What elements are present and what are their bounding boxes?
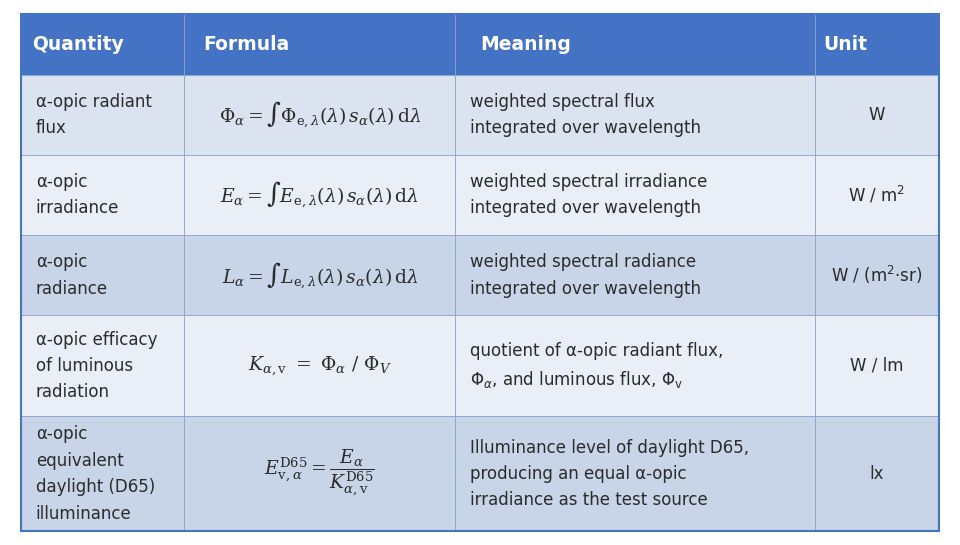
- Text: α-opic
radiance: α-opic radiance: [36, 253, 108, 298]
- Bar: [815, 155, 939, 235]
- Bar: [455, 316, 815, 416]
- Bar: [21, 155, 184, 235]
- Bar: [455, 75, 815, 155]
- Text: Meaning: Meaning: [480, 35, 571, 53]
- Text: $E^{\mathrm{D65}}_{\mathrm{v},\alpha} = \dfrac{E_{\alpha}}{K^{\mathrm{D65}}_{\al: $E^{\mathrm{D65}}_{\mathrm{v},\alpha} = …: [264, 449, 375, 499]
- Text: Unit: Unit: [824, 35, 868, 53]
- Bar: [455, 235, 815, 316]
- Text: Quantity: Quantity: [33, 35, 124, 53]
- Text: $\Phi_{\alpha} = \int \Phi_{\mathrm{e},\lambda}(\lambda)\, s_{\alpha}(\lambda)\,: $\Phi_{\alpha} = \int \Phi_{\mathrm{e},\…: [219, 100, 421, 130]
- Bar: [21, 14, 184, 75]
- Text: weighted spectral radiance
integrated over wavelength: weighted spectral radiance integrated ov…: [469, 253, 701, 298]
- Text: weighted spectral flux
integrated over wavelength: weighted spectral flux integrated over w…: [469, 93, 701, 137]
- Bar: [184, 155, 455, 235]
- Bar: [455, 14, 815, 75]
- Bar: [21, 416, 184, 531]
- Text: α-opic
equivalent
daylight (D65)
illuminance: α-opic equivalent daylight (D65) illumin…: [36, 425, 156, 523]
- Text: α-opic radiant
flux: α-opic radiant flux: [36, 93, 152, 137]
- Text: W / lm: W / lm: [851, 357, 903, 375]
- Text: quotient of α-opic radiant flux,
$\Phi_{\alpha}$, and luminous flux, $\Phi_{\mat: quotient of α-opic radiant flux, $\Phi_{…: [469, 342, 723, 390]
- Bar: [21, 235, 184, 316]
- Text: lx: lx: [870, 465, 884, 483]
- Bar: [815, 316, 939, 416]
- Text: W: W: [869, 106, 885, 124]
- Bar: [815, 75, 939, 155]
- Text: $E_{\alpha} = \int E_{\mathrm{e},\lambda}(\lambda)\, s_{\alpha}(\lambda)\, \math: $E_{\alpha} = \int E_{\mathrm{e},\lambda…: [221, 180, 420, 210]
- Bar: [455, 416, 815, 531]
- Text: weighted spectral irradiance
integrated over wavelength: weighted spectral irradiance integrated …: [469, 173, 707, 217]
- Bar: [184, 316, 455, 416]
- Bar: [815, 416, 939, 531]
- Bar: [21, 75, 184, 155]
- Text: $K_{\alpha,\mathrm{v}} \ = \ \Phi_{\alpha} \ / \ \Phi_{V}$: $K_{\alpha,\mathrm{v}} \ = \ \Phi_{\alph…: [248, 354, 392, 378]
- Bar: [21, 316, 184, 416]
- Bar: [184, 75, 455, 155]
- Text: Formula: Formula: [204, 35, 290, 53]
- Text: α-opic efficacy
of luminous
radiation: α-opic efficacy of luminous radiation: [36, 331, 157, 401]
- Text: $L_{\alpha} = \int L_{\mathrm{e},\lambda}(\lambda)\, s_{\alpha}(\lambda)\, \math: $L_{\alpha} = \int L_{\mathrm{e},\lambda…: [222, 260, 419, 290]
- Bar: [455, 155, 815, 235]
- Bar: [184, 416, 455, 531]
- Bar: [815, 14, 939, 75]
- Text: W / m$^{2}$: W / m$^{2}$: [849, 185, 905, 205]
- Text: W / (m$^{2}$·sr): W / (m$^{2}$·sr): [831, 264, 923, 287]
- Text: Illuminance level of daylight D65,
producing an equal α-opic
irradiance as the t: Illuminance level of daylight D65, produ…: [469, 439, 749, 510]
- Bar: [815, 235, 939, 316]
- Text: α-opic
irradiance: α-opic irradiance: [36, 173, 119, 217]
- Bar: [184, 235, 455, 316]
- Bar: [184, 14, 455, 75]
